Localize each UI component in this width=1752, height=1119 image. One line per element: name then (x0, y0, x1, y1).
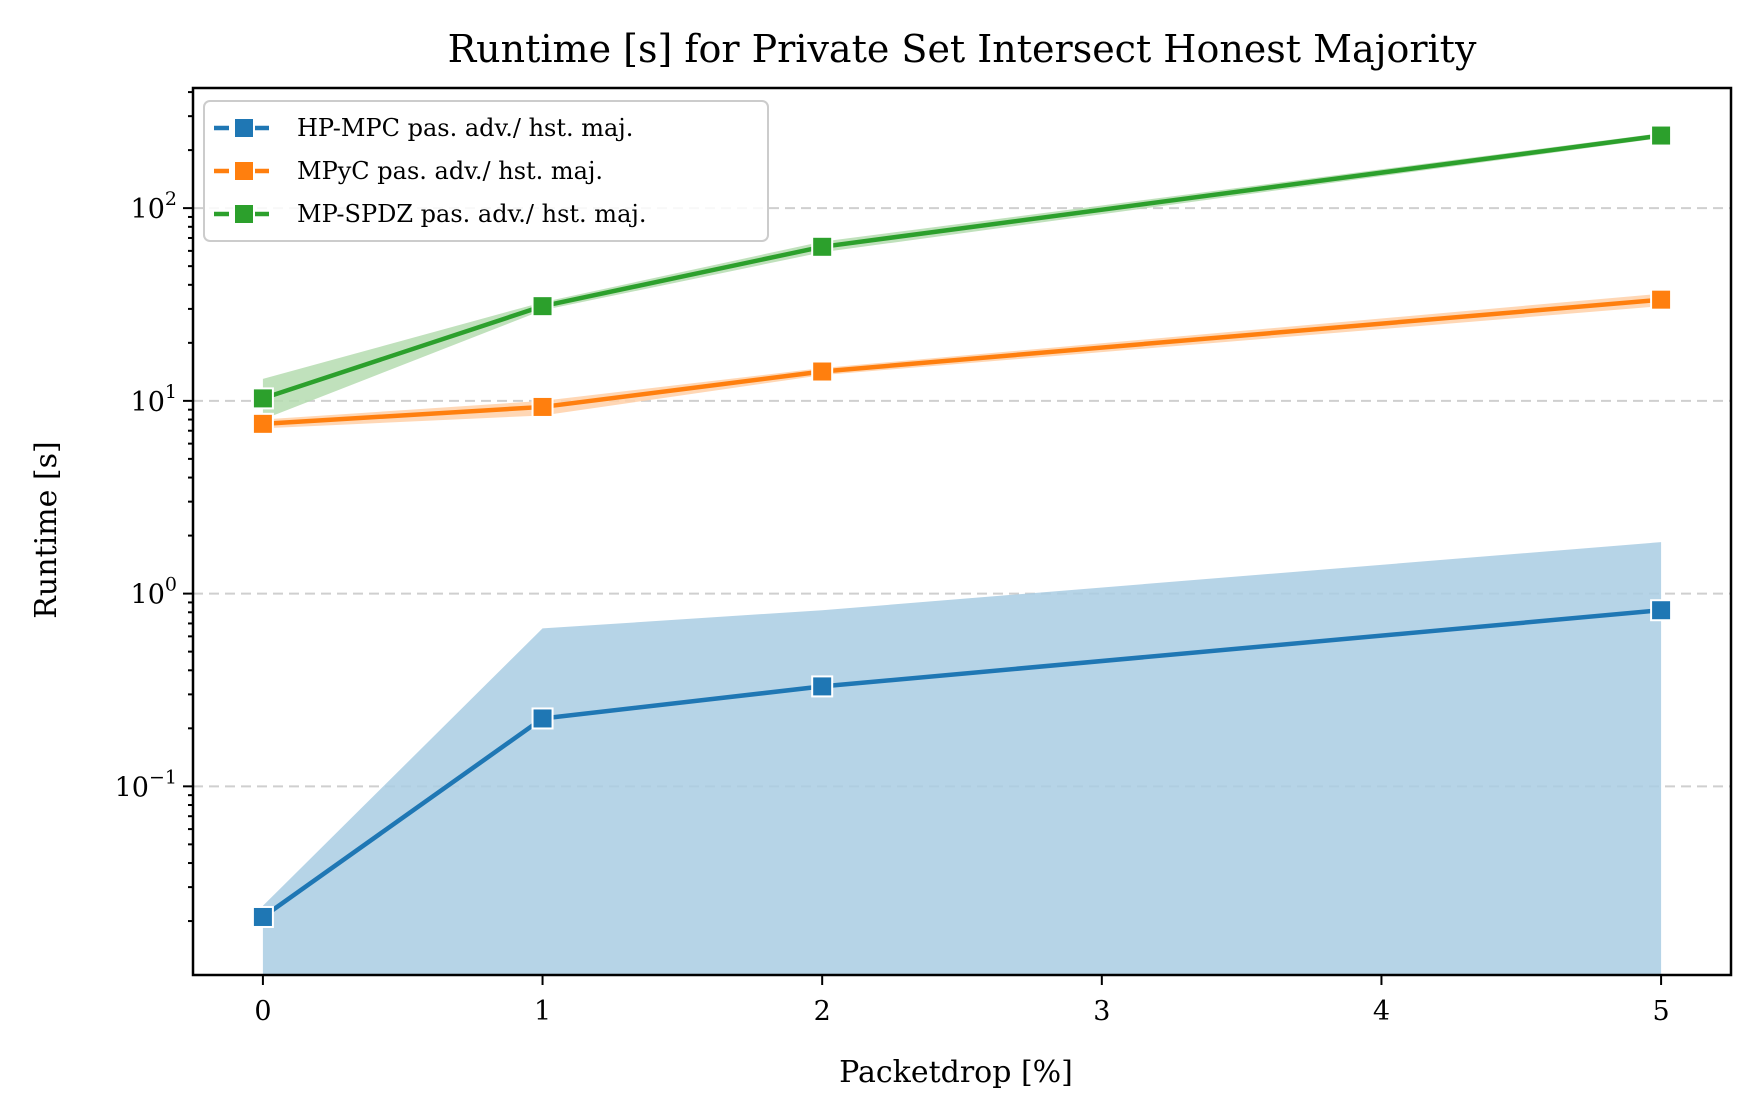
series-line (262, 297, 1662, 427)
plot-frame (191, 86, 1733, 977)
x-tick-label: 4 (1373, 996, 1390, 1027)
legend-marker (233, 160, 255, 182)
y-tick-exponent: 0 (165, 574, 177, 596)
x-tick-label: 3 (1093, 996, 1110, 1027)
y-axis-label: Runtime [s] (29, 441, 64, 618)
data-point (811, 235, 834, 258)
chart-title: Runtime [s] for Private Set Intersect Ho… (448, 27, 1477, 71)
x-tick-label: 0 (254, 996, 271, 1027)
series-line (262, 133, 1662, 401)
y-tick-exponent: 1 (165, 381, 177, 403)
data-point (251, 412, 274, 435)
data-point (1650, 599, 1673, 622)
y-tick-exponent: 2 (165, 188, 177, 210)
series-line (261, 607, 1662, 919)
marker-layer (251, 124, 1673, 928)
y-tick-exponent: −1 (149, 766, 177, 788)
x-tick-label: 1 (534, 996, 551, 1027)
legend-marker (233, 117, 255, 139)
line-layer (261, 133, 1662, 919)
legend-box (203, 100, 769, 242)
legend-marker (233, 203, 255, 225)
data-point (531, 707, 554, 730)
data-point (1650, 288, 1673, 311)
data-point (531, 295, 554, 318)
x-tick-label: 2 (814, 996, 831, 1027)
data-point (251, 387, 274, 410)
legend-label: HP-MPC pas. adv./ hst. maj. (297, 114, 633, 142)
data-point (811, 360, 834, 383)
x-axis-label: Packetdrop [%] (839, 1055, 1073, 1090)
data-point (811, 675, 834, 698)
data-point (1650, 124, 1673, 147)
legend-label: MPyC pas. adv./ hst. maj. (297, 157, 603, 185)
legend: HP-MPC pas. adv./ hst. maj. MPyC pas. adv… (203, 100, 769, 242)
x-tick-label: 5 (1652, 996, 1669, 1027)
confidence-band (262, 542, 1662, 975)
data-point (531, 395, 554, 418)
x-axis: 0 1 2 3 4 5 (254, 975, 1670, 1027)
data-point (251, 905, 274, 928)
legend-label: MP-SPDZ pas. adv./ hst. maj. (297, 200, 646, 228)
